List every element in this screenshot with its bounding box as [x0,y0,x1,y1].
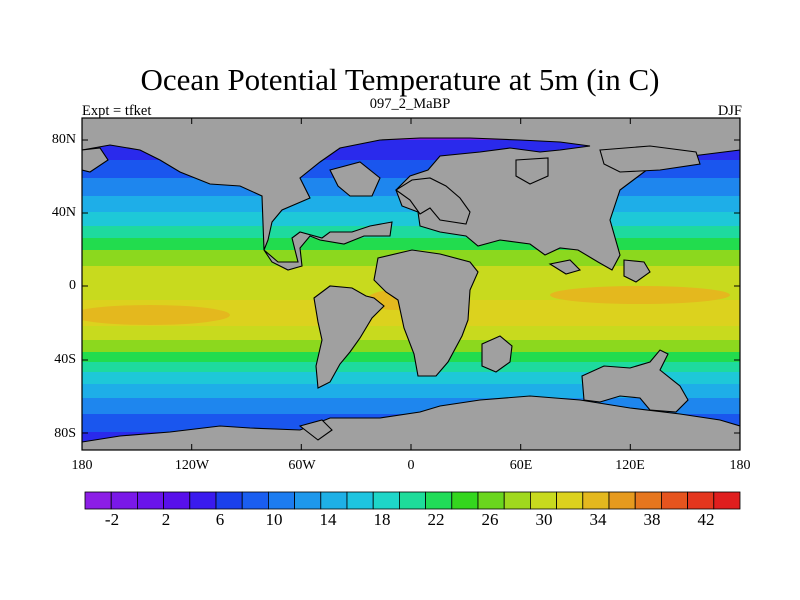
colorbar-label: 42 [697,510,715,529]
landmass [329,161,381,197]
temperature-band [82,372,740,384]
run-label: 097_2_MaBP [369,96,451,112]
colorbar-swatch [267,491,295,510]
colorbar-swatch [294,491,322,510]
landmass [395,177,471,225]
temperature-band [82,384,740,398]
colorbar-label: 10 [265,510,283,529]
landmass [298,419,333,441]
landmass [82,147,109,173]
temperature-band [82,352,740,362]
land-mask [82,118,740,450]
temperature-band [82,226,740,238]
landmass [548,259,582,275]
lon-label-60w: 60W [288,458,316,473]
colorbar-label: 14 [319,510,337,529]
lat-label-40n: 40N [51,205,76,220]
temperature-band [82,212,740,226]
colorbar-swatch [530,491,558,510]
lat-label-eq: 0 [69,278,76,293]
colorbar-swatch [241,491,269,510]
lon-label-0: 0 [407,458,415,473]
landmass [623,259,651,283]
season-label: DJF [717,103,742,119]
colorbar-swatch [608,491,636,510]
colorbar-swatch [477,491,505,510]
lon-label-180e: 180 [729,458,751,473]
warm-pool [550,286,730,304]
landmass [82,395,740,450]
colorbar-label: 2 [161,510,171,529]
lat-label-80n: 80N [51,132,76,147]
landmass [515,157,549,185]
colorbar-swatch [372,491,400,510]
colorbar-swatch [634,491,662,510]
lat-label-80s: 80S [54,426,76,441]
colorbar-swatch [556,491,584,510]
colorbar-swatch [215,491,243,510]
lon-label-60e: 60E [509,458,533,473]
warm-pool [82,305,230,325]
temperature-band [82,362,740,372]
colorbar-swatch [110,491,138,510]
colorbar-label: 6 [215,510,225,529]
colorbar-label: 18 [373,510,391,529]
colorbar-label: 34 [589,510,607,529]
colorbar-swatch [163,491,191,510]
colorbar-label: 38 [643,510,661,529]
experiment-label: Expt = tfket [82,103,152,119]
map-ticks [81,118,741,450]
temperature-band [82,238,740,250]
colorbar-swatch [503,491,531,510]
colorbar-label: 26 [481,510,499,529]
colorbar-swatch [320,491,348,510]
colorbar-swatch [84,491,112,510]
colorbar-label: -2 [104,510,120,529]
colorbar-swatch [582,491,610,510]
colorbar-swatch [398,491,426,510]
colorbar-swatch [687,491,715,510]
colorbar-swatch [136,491,164,510]
landmass [373,249,479,377]
colorbar-swatch [713,491,741,510]
colorbar-swatch [661,491,689,510]
lat-label-40s: 40S [54,352,76,367]
colorbar-swatch [425,491,453,510]
lon-label-120e: 120E [615,458,645,473]
colorbar [84,491,741,510]
map-title: Ocean Potential Temperature at 5m (in C) [140,62,660,97]
colorbar-swatch [189,491,217,510]
colorbar-swatch [346,491,374,510]
lon-label-180w: 180 [71,458,93,473]
colorbar-label: 30 [535,510,553,529]
landmass [313,285,385,389]
lon-label-120w: 120W [174,458,210,473]
landmass [599,145,701,173]
landmass [581,349,689,413]
colorbar-swatch [451,491,479,510]
colorbar-label: 22 [427,510,445,529]
landmass [481,335,513,373]
